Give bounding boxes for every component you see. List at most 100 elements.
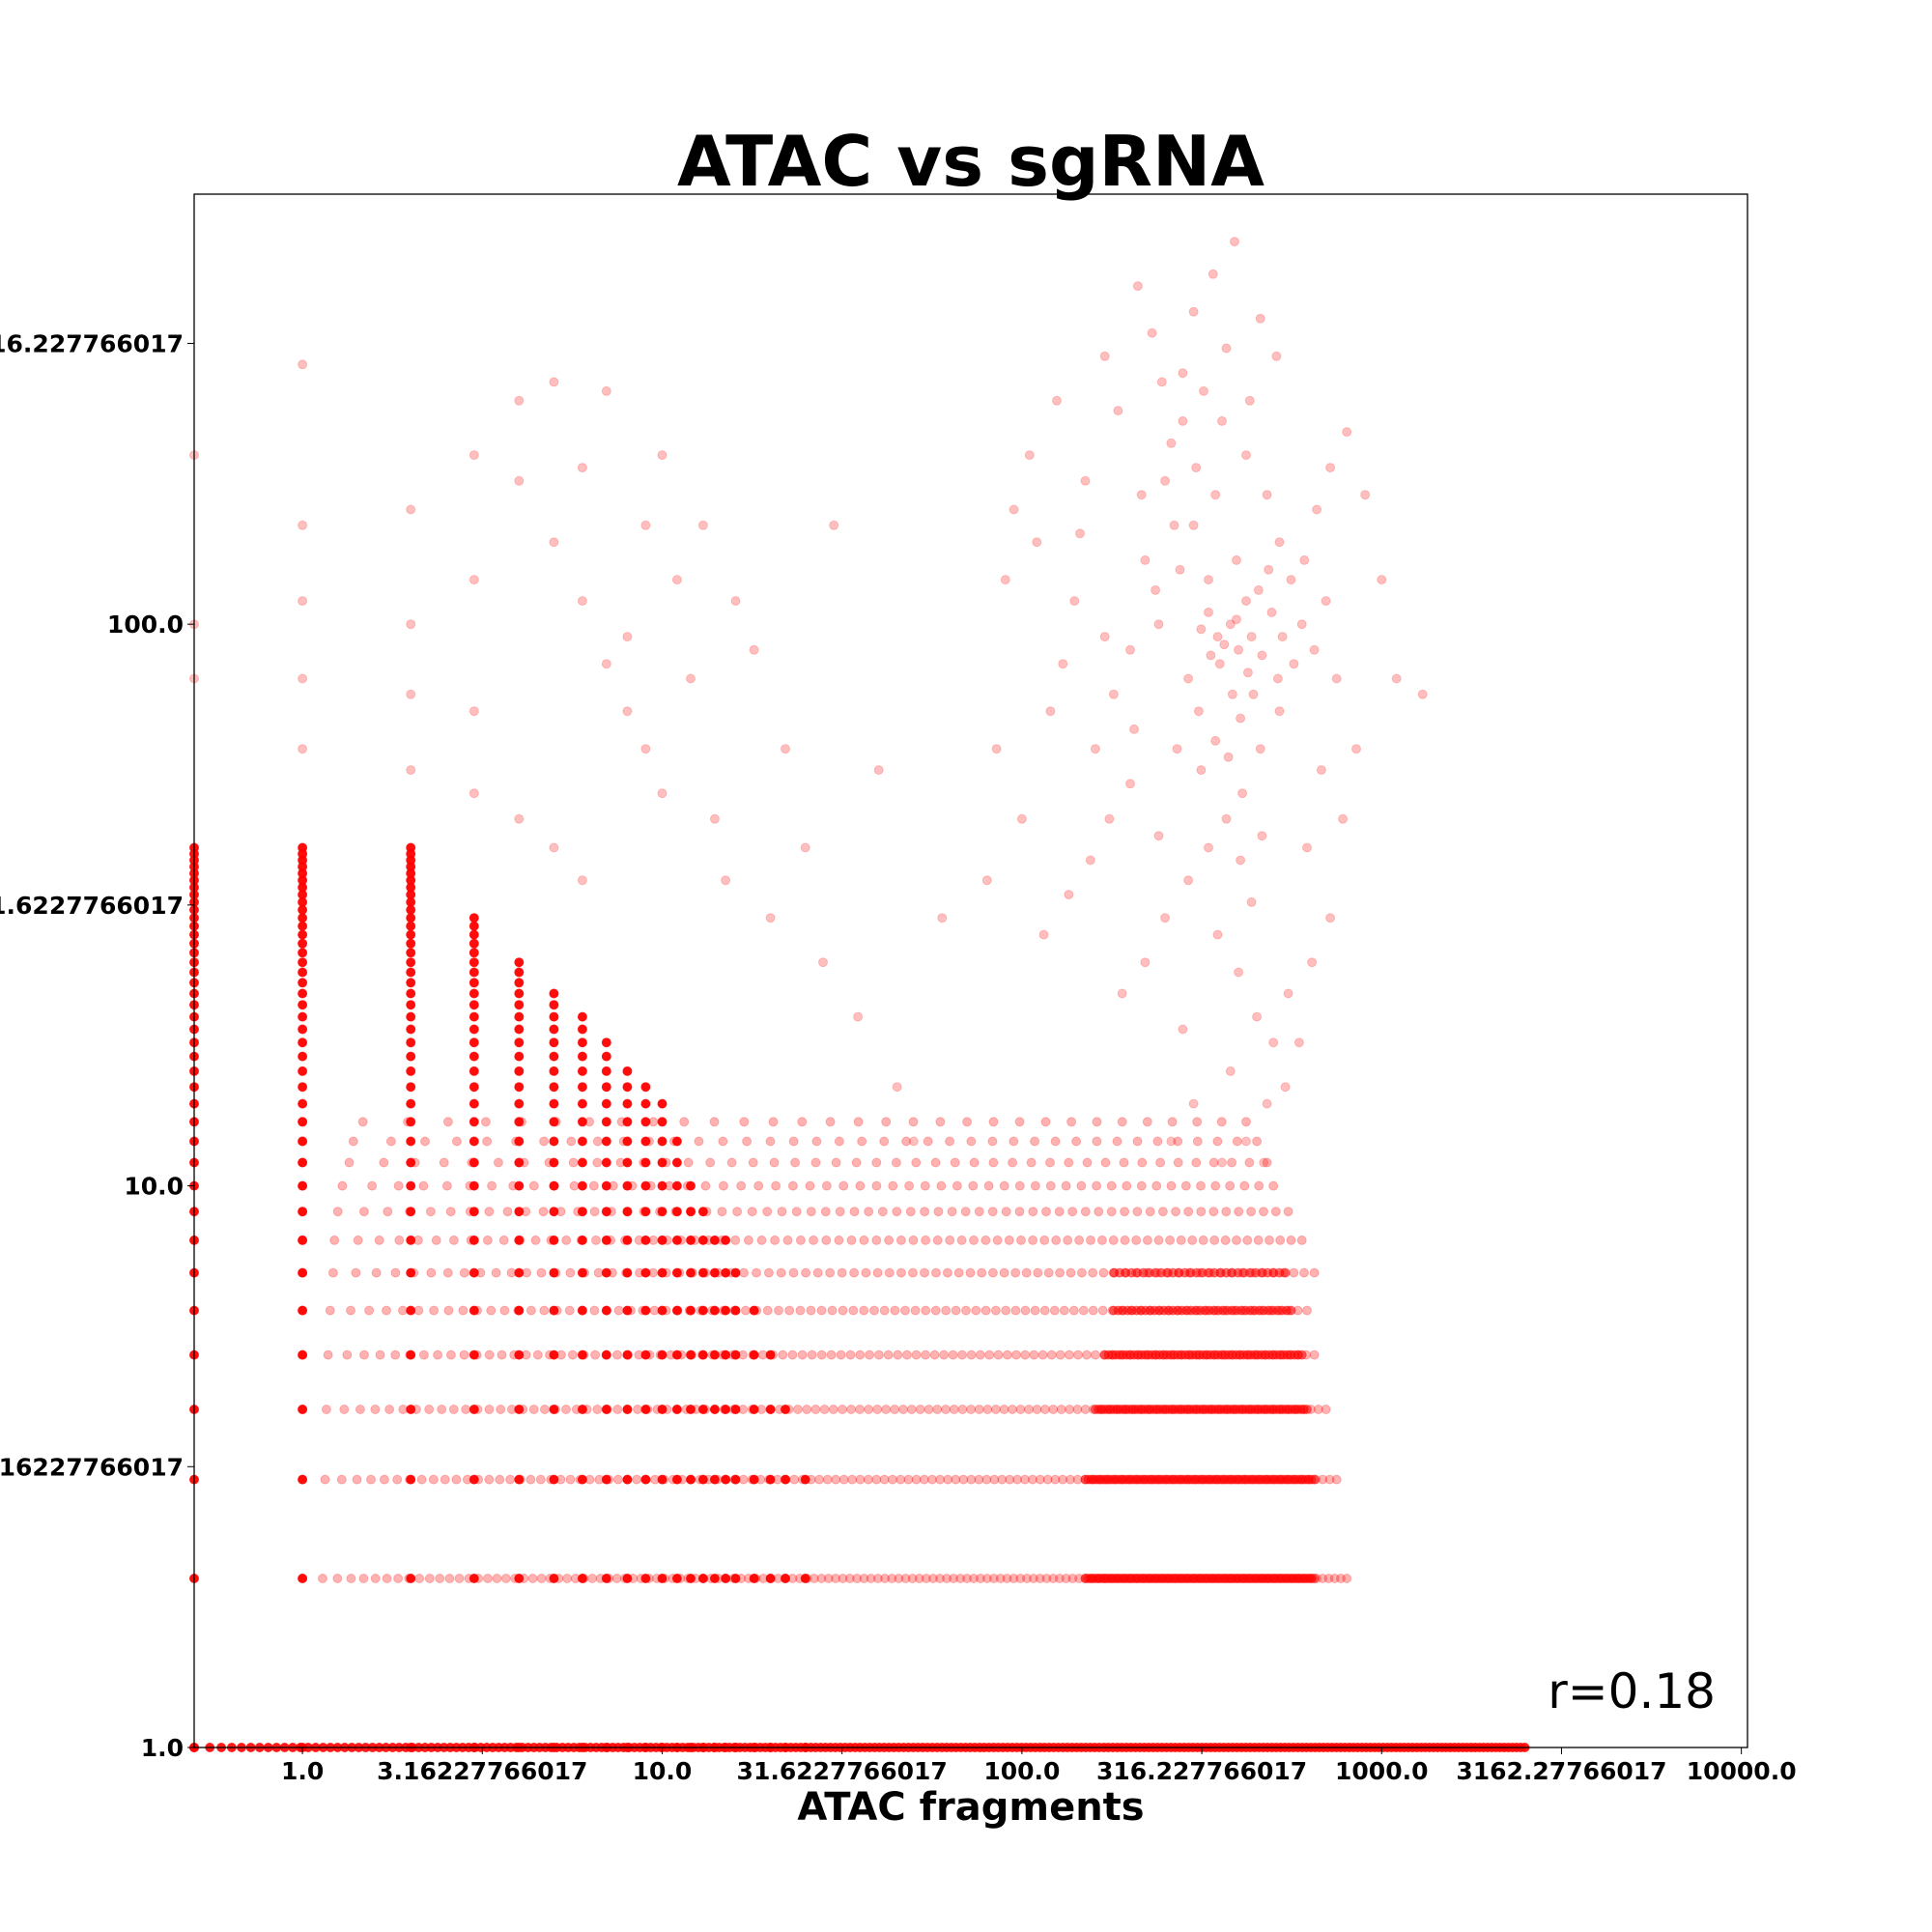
- data-point: [975, 1350, 985, 1360]
- data-point: [788, 1267, 799, 1278]
- data-point: [1171, 1207, 1181, 1217]
- data-point: [1296, 619, 1307, 630]
- data-point: [822, 1474, 833, 1485]
- data-point: [514, 978, 525, 988]
- data-point: [1136, 490, 1147, 500]
- data-point: [622, 1267, 633, 1278]
- data-point: [1020, 1350, 1031, 1360]
- data-point: [1078, 1305, 1089, 1316]
- data-point: [1030, 1305, 1040, 1316]
- data-point: [393, 1180, 404, 1191]
- data-point: [1210, 1180, 1221, 1191]
- data-point: [1166, 1136, 1177, 1147]
- data-point: [1169, 520, 1179, 530]
- data-point: [640, 1350, 651, 1360]
- data-point: [549, 1117, 559, 1127]
- data-point: [406, 619, 416, 630]
- data-point: [1035, 1574, 1045, 1583]
- data-point: [298, 673, 308, 684]
- x-tick-label: 10.0: [633, 1757, 693, 1785]
- data-point: [382, 1574, 392, 1583]
- data-point: [1321, 596, 1331, 607]
- data-point: [718, 1136, 728, 1147]
- data-point: [739, 1267, 749, 1278]
- data-point: [1178, 368, 1188, 379]
- data-point: [577, 1157, 587, 1168]
- data-point: [1324, 1474, 1335, 1485]
- data-point: [1342, 427, 1352, 438]
- data-point: [445, 1350, 456, 1360]
- data-point: [1166, 438, 1177, 448]
- data-point: [966, 1350, 977, 1360]
- data-point: [320, 1474, 330, 1485]
- data-point: [686, 1405, 696, 1414]
- data-point: [622, 1065, 633, 1076]
- data-point: [526, 1474, 536, 1485]
- data-point: [611, 1574, 622, 1583]
- data-point: [406, 689, 416, 699]
- data-point: [406, 921, 416, 931]
- data-point: [821, 1235, 832, 1245]
- data-point: [1030, 1180, 1040, 1191]
- data-point: [469, 706, 479, 717]
- data-point: [298, 1305, 308, 1316]
- data-point: [765, 1474, 776, 1485]
- data-point: [709, 1117, 720, 1127]
- data-point: [469, 1082, 479, 1093]
- data-point: [406, 1305, 416, 1316]
- data-point: [414, 1574, 425, 1583]
- data-point: [298, 1405, 308, 1414]
- data-point: [332, 1207, 343, 1217]
- data-point: [1274, 537, 1285, 548]
- data-point: [905, 1207, 916, 1217]
- data-point: [939, 1350, 950, 1360]
- data-point: [834, 1235, 844, 1245]
- data-point: [514, 1207, 525, 1217]
- data-point: [1067, 1207, 1078, 1217]
- data-point: [806, 1207, 816, 1217]
- data-point: [1173, 1136, 1183, 1147]
- data-point: [705, 1157, 716, 1168]
- data-point: [549, 1350, 559, 1360]
- data-point: [810, 1157, 821, 1168]
- data-point: [348, 1136, 358, 1147]
- data-point: [829, 520, 839, 530]
- data-point: [1137, 1157, 1148, 1168]
- data-point: [640, 1305, 651, 1316]
- data-point: [514, 1157, 525, 1168]
- data-point: [1033, 1267, 1043, 1278]
- data-point: [514, 1000, 525, 1010]
- data-point: [920, 1180, 930, 1191]
- data-point: [990, 1405, 1001, 1414]
- data-point: [1028, 1207, 1038, 1217]
- data-point: [686, 1350, 696, 1360]
- data-point: [1039, 1305, 1050, 1316]
- data-point: [298, 1065, 308, 1076]
- data-point: [622, 1098, 633, 1109]
- data-point: [683, 1157, 694, 1168]
- data-point: [469, 1207, 479, 1217]
- data-point: [982, 1405, 993, 1414]
- data-point: [1254, 1180, 1264, 1191]
- data-point: [406, 765, 416, 776]
- data-point: [753, 1180, 764, 1191]
- data-point: [855, 1474, 866, 1485]
- data-point: [469, 450, 479, 461]
- data-point: [346, 1305, 355, 1316]
- data-point: [1206, 650, 1216, 661]
- data-point: [718, 1180, 728, 1191]
- data-point: [622, 1350, 633, 1360]
- data-point: [591, 1235, 601, 1245]
- data-point: [1307, 957, 1318, 968]
- data-point: [577, 1051, 587, 1062]
- data-point: [577, 1037, 587, 1048]
- data-point: [962, 1574, 972, 1583]
- x-tick-label: 3162.27766017: [1456, 1757, 1666, 1785]
- data-point: [1232, 614, 1241, 625]
- data-point: [914, 1574, 924, 1583]
- data-point: [469, 1405, 479, 1414]
- data-point: [891, 1157, 901, 1168]
- data-point: [1015, 1574, 1026, 1583]
- data-point: [864, 1405, 874, 1414]
- data-point: [849, 1267, 860, 1278]
